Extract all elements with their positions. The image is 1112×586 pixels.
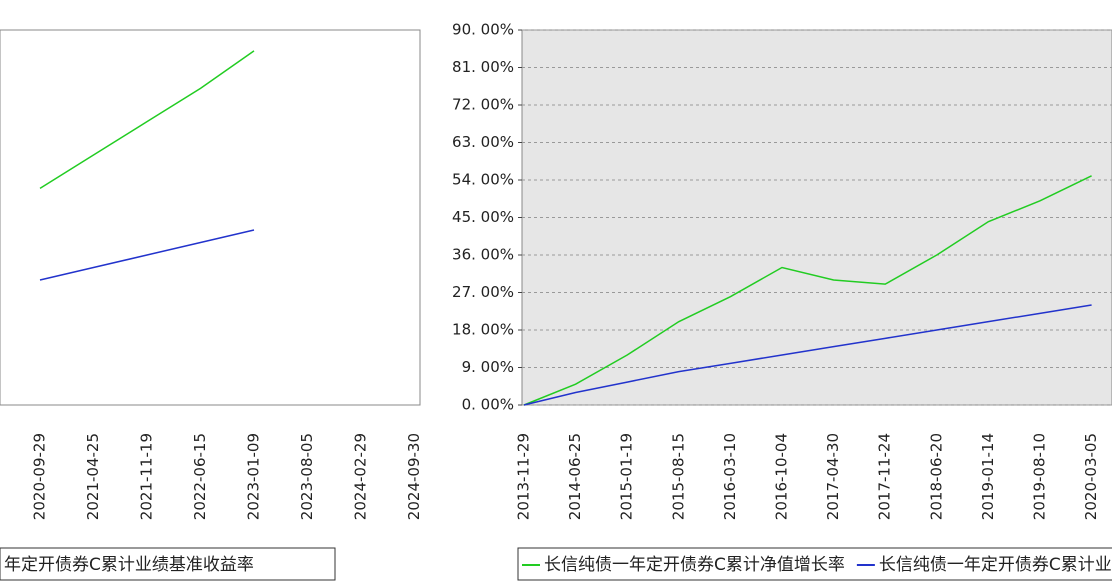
y-tick-label: 45. 00% xyxy=(452,208,514,226)
x-tick-label: 2020-09-29 xyxy=(31,433,49,520)
x-tick-label: 2015-08-15 xyxy=(669,433,687,520)
legend-box xyxy=(0,547,336,581)
x-tick-label: 2017-04-30 xyxy=(824,433,842,520)
x-tick-label: 2020-03-05 xyxy=(1082,433,1100,520)
series-line xyxy=(39,229,255,281)
legend-label: 长信纯债一年定开债券C累计业绩基准收益率 xyxy=(879,555,1112,575)
x-tick-label: 2019-01-14 xyxy=(979,433,997,520)
y-tick-label: 36. 00% xyxy=(452,246,514,264)
y-tick-label: 18. 00% xyxy=(452,321,514,339)
x-tick-label: 2024-02-29 xyxy=(352,433,370,520)
x-tick-label: 2021-11-19 xyxy=(138,433,156,520)
y-tick-label: 90. 00% xyxy=(452,21,514,39)
x-tick-label: 2017-11-24 xyxy=(876,433,894,520)
chart-panel: 0. 00% 9. 00% 18. 00% 27. 00% 36. 00% 45. 00%… xyxy=(452,21,1112,581)
y-tick-label: 81. 00% xyxy=(452,58,514,76)
y-tick-label: 27. 00% xyxy=(452,283,514,301)
x-tick-label: 2019-08-10 xyxy=(1031,433,1049,520)
series-line xyxy=(523,304,1092,406)
x-tick-label: 2022-06-15 xyxy=(191,433,209,520)
x-tick-label: 2014-06-25 xyxy=(566,433,584,520)
x-tick-label: 2016-10-04 xyxy=(773,433,791,520)
x-tick-label: 2013-11-29 xyxy=(515,433,533,520)
y-tick-label: 54. 00% xyxy=(452,171,514,189)
legend-label: 年定开债券C累计业绩基准收益率 xyxy=(4,555,254,575)
y-tick-label: 63. 00% xyxy=(452,133,514,151)
y-tick-label: 9. 00% xyxy=(462,358,514,376)
x-tick-label: 2015-01-19 xyxy=(618,433,636,520)
x-tick-label: 2023-01-09 xyxy=(245,433,263,520)
x-tick-label: 2023-08-05 xyxy=(298,433,316,520)
plot-area xyxy=(0,29,421,406)
chart-panel: 2020-09-29 2021-04-25 2021-11-19 2022-06-15… xyxy=(0,29,423,581)
x-tick-label: 2021-04-25 xyxy=(84,433,102,520)
x-tick-label: 2024-09-30 xyxy=(405,433,423,520)
x-tick-label: 2016-03-10 xyxy=(721,433,739,520)
x-tick-label: 2018-06-20 xyxy=(927,433,945,520)
series-line xyxy=(523,175,1092,406)
series-line xyxy=(39,50,255,189)
y-tick-label: 0. 00% xyxy=(462,396,514,414)
legend-label: 长信纯债一年定开债券C累计净值增长率 xyxy=(544,555,845,575)
y-tick-label: 72. 00% xyxy=(452,96,514,114)
legend-box xyxy=(517,547,1112,581)
